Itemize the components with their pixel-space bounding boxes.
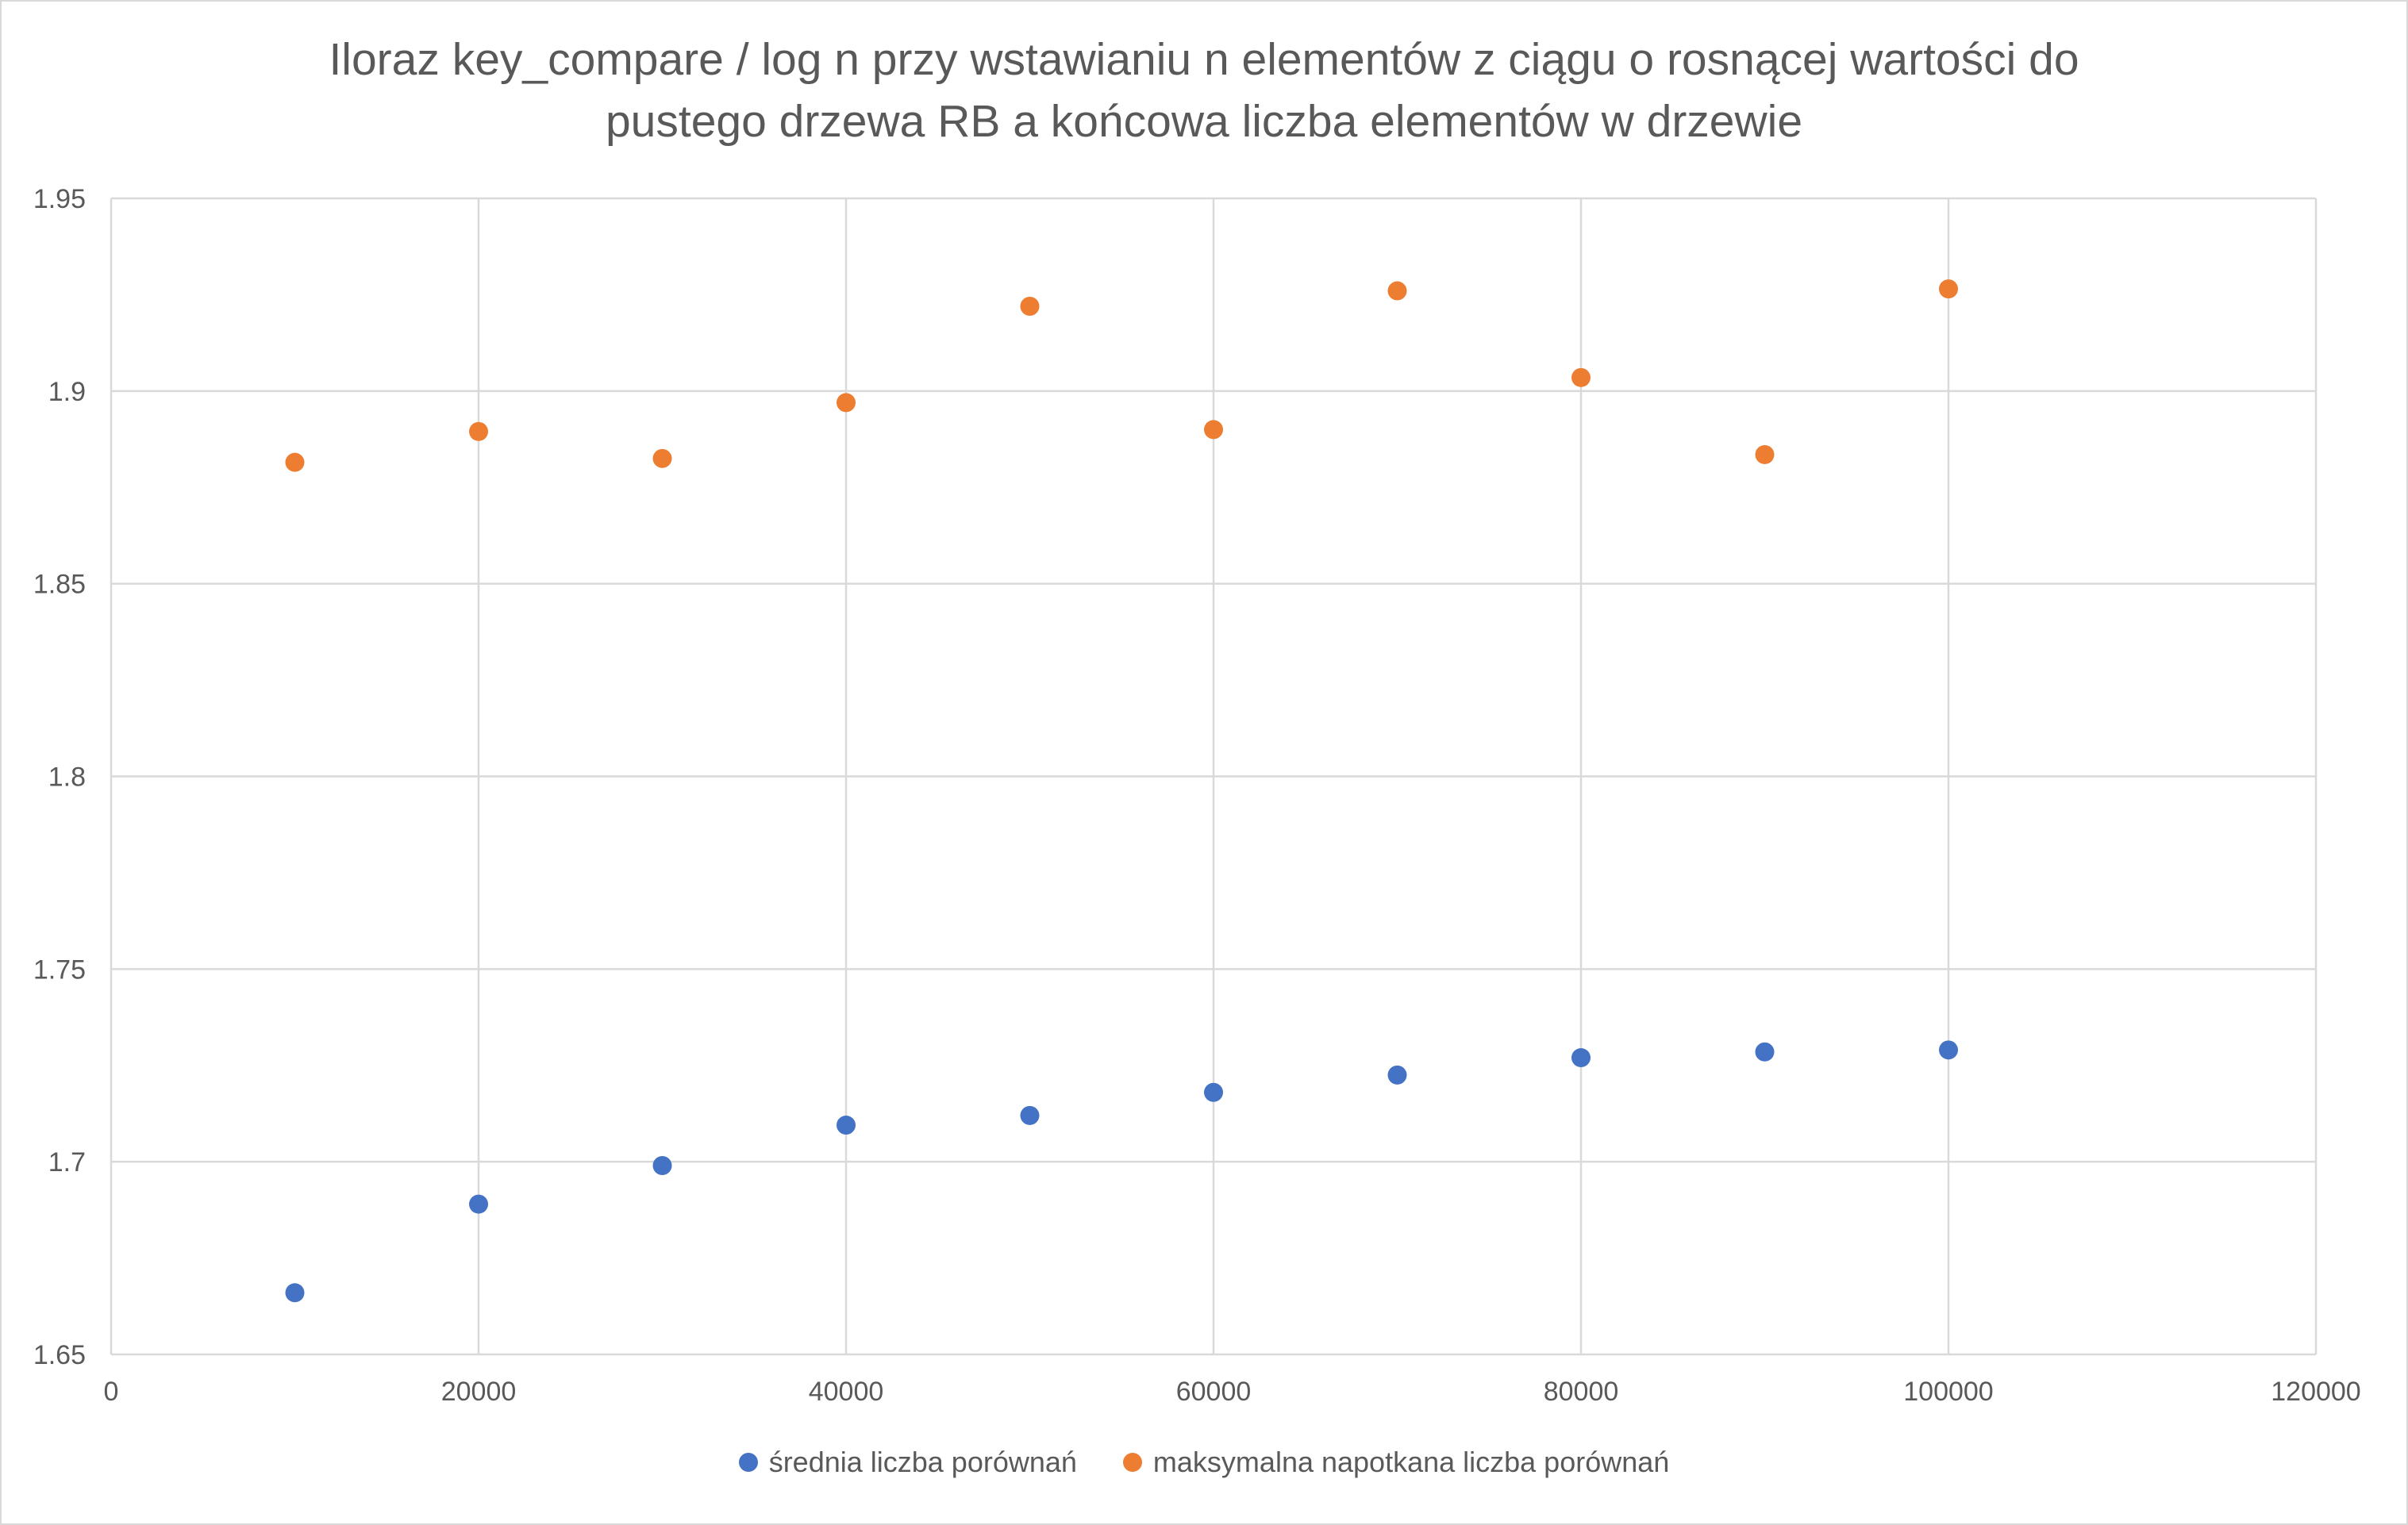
legend-item-series-2: maksymalna napotkana liczba porównań (1122, 1446, 1670, 1479)
y-tick-label: 1.65 (33, 1340, 86, 1370)
legend-label-series-1: średnia liczba porównań (768, 1446, 1077, 1478)
data-point-series-1 (837, 1116, 856, 1135)
data-point-series-2 (1939, 279, 1958, 299)
x-tick-label: 20000 (441, 1377, 517, 1407)
data-point-series-1 (652, 1156, 672, 1176)
y-tick-label: 1.8 (48, 762, 86, 793)
legend-marker-series-1 (738, 1453, 758, 1472)
data-point-series-2 (652, 448, 672, 468)
y-tick-label: 1.7 (48, 1147, 86, 1177)
data-point-series-1 (1387, 1065, 1407, 1085)
y-tick-label: 1.75 (33, 955, 86, 985)
data-point-series-2 (837, 393, 856, 413)
data-point-series-2 (1020, 296, 1040, 316)
data-point-series-2 (1571, 367, 1591, 387)
y-tick-label: 1.85 (33, 570, 86, 600)
x-tick-label: 40000 (809, 1377, 884, 1407)
data-point-series-1 (285, 1283, 305, 1303)
legend: średnia liczba porównań maksymalna napot… (0, 1446, 2408, 1479)
legend-marker-series-2 (1122, 1453, 1142, 1472)
data-point-series-2 (1755, 444, 1775, 464)
data-point-series-1 (1571, 1048, 1591, 1068)
y-tick-label: 1.9 (48, 377, 86, 407)
tick-labels: 1.65 1.7 1.75 1.8 1.85 1.9 1.95 0 20000 40000 6000… (33, 184, 2361, 1407)
grid-lines (110, 197, 2318, 1356)
chart-title: Iloraz key_compare / log n przy wstawian… (329, 34, 2079, 147)
data-point-series-1 (1755, 1042, 1775, 1062)
data-point-series-2 (285, 452, 305, 472)
data-point-series-2 (1387, 281, 1407, 301)
data-points (285, 279, 1958, 1303)
x-tick-label: 80000 (1544, 1377, 1619, 1407)
data-point-series-1 (1939, 1040, 1958, 1060)
data-point-series-2 (469, 421, 488, 441)
data-point-series-2 (1204, 420, 1223, 440)
x-tick-label: 60000 (1176, 1377, 1252, 1407)
x-tick-label: 100000 (1903, 1377, 1993, 1407)
y-tick-label: 1.95 (33, 184, 86, 214)
legend-label-series-2: maksymalna napotkana liczba porównań (1152, 1446, 1670, 1478)
data-point-series-1 (469, 1194, 488, 1214)
data-point-series-1 (1204, 1082, 1223, 1102)
legend-item-series-1: średnia liczba porównań (738, 1446, 1077, 1479)
x-tick-label: 120000 (2271, 1377, 2360, 1407)
x-tick-label: 0 (104, 1377, 119, 1407)
data-point-series-1 (1020, 1105, 1040, 1125)
